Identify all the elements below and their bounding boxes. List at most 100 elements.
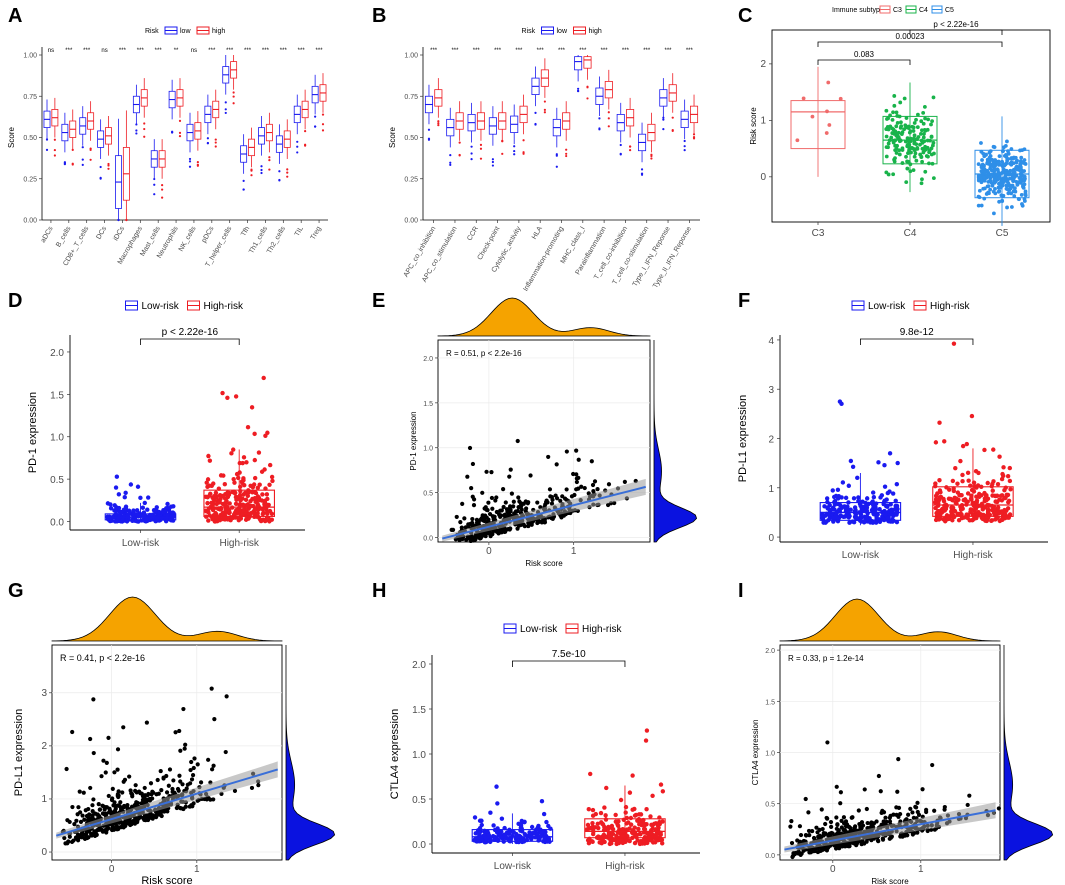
data-point: [490, 506, 495, 511]
legend-label-low: Low-risk: [520, 624, 558, 635]
data-point: [942, 804, 947, 810]
data-point: [882, 499, 887, 504]
data-point: [838, 513, 843, 518]
outlier-point: [491, 164, 494, 167]
data-point: [207, 483, 212, 488]
data-point: [838, 502, 843, 508]
data-point: [480, 490, 485, 495]
data-point: [195, 762, 200, 767]
data-point: [458, 520, 463, 525]
x-tick-label: HLA: [531, 225, 544, 241]
data-point: [887, 451, 893, 456]
data-point: [855, 475, 860, 481]
data-point: [118, 800, 123, 805]
data-point: [810, 828, 815, 834]
y-tick-label: 0: [760, 172, 766, 183]
x-tick-label: TIL: [294, 225, 305, 237]
data-point: [104, 811, 109, 816]
data-point: [984, 518, 989, 524]
data-point: [832, 494, 837, 500]
data-point: [536, 518, 541, 523]
data-point: [835, 487, 841, 493]
data-point: [890, 131, 895, 135]
outlier-point: [125, 218, 128, 222]
data-point: [636, 826, 641, 832]
data-point: [996, 161, 1001, 166]
data-point: [948, 496, 953, 502]
data-point: [985, 510, 991, 515]
panel-label-i: I: [738, 580, 744, 602]
data-point: [912, 136, 916, 141]
box-High-risk: [584, 818, 666, 839]
data-point: [992, 167, 997, 172]
data-point: [891, 110, 895, 115]
data-point: [884, 154, 889, 159]
x-tick-label: Low-risk: [494, 861, 532, 872]
data-point: [1005, 139, 1009, 144]
data-point: [260, 492, 265, 497]
data-point: [90, 813, 95, 818]
data-point: [952, 508, 958, 514]
data-point: [158, 812, 163, 817]
data-point: [859, 825, 864, 831]
box-C3: [790, 100, 846, 150]
outlier-point: [607, 117, 610, 120]
data-point: [508, 507, 513, 512]
data-point: [950, 478, 956, 484]
data-point: [893, 129, 898, 134]
data-point: [992, 178, 997, 182]
data-point: [206, 453, 211, 459]
data-point: [463, 525, 468, 530]
data-point: [249, 785, 255, 791]
box-High-risk: [203, 489, 275, 517]
data-point: [630, 773, 635, 778]
outlier-point: [479, 147, 483, 150]
data-point: [576, 457, 581, 462]
x-tick-label: Type_II_IFN_Reponse: [652, 225, 693, 289]
x-tick-label: DCs: [95, 225, 108, 241]
data-point: [213, 490, 219, 495]
y-tick-label: 1: [768, 484, 774, 495]
data-point: [596, 825, 601, 831]
data-point: [932, 808, 937, 813]
data-point: [864, 806, 869, 812]
data-point: [644, 807, 649, 812]
data-point: [894, 519, 900, 525]
y-tick-label: 3: [768, 385, 774, 396]
outlier-point: [107, 164, 110, 167]
data-point: [489, 469, 494, 475]
data-point: [936, 508, 941, 514]
data-point: [905, 143, 910, 147]
data-point: [248, 499, 253, 504]
data-point: [1012, 194, 1017, 198]
outlier-point: [81, 158, 84, 161]
data-point: [841, 815, 847, 820]
data-point: [937, 478, 942, 483]
x-tick-label: Tfh: [240, 225, 251, 237]
data-point: [929, 122, 933, 127]
data-point: [627, 838, 632, 844]
data-point: [941, 517, 946, 522]
data-point: [788, 824, 793, 829]
outlier-point: [81, 163, 84, 166]
data-point: [1007, 512, 1013, 517]
data-point: [539, 799, 545, 804]
data-point: [473, 534, 479, 539]
x-axis-title: Risk score: [871, 877, 909, 885]
y-tick-label: 2: [41, 741, 47, 752]
panel-label-a: A: [8, 5, 22, 27]
data-point: [981, 167, 986, 171]
data-point: [985, 480, 990, 486]
data-point: [586, 807, 591, 812]
data-point: [840, 480, 846, 485]
data-point: [190, 804, 195, 809]
data-point: [155, 777, 160, 783]
data-point: [586, 841, 592, 846]
data-point: [838, 843, 843, 848]
data-point: [979, 203, 984, 208]
box-High-risk: [932, 486, 1014, 517]
data-point: [832, 507, 837, 512]
data-point: [81, 832, 87, 837]
data-point: [923, 169, 928, 174]
data-point: [233, 501, 239, 506]
